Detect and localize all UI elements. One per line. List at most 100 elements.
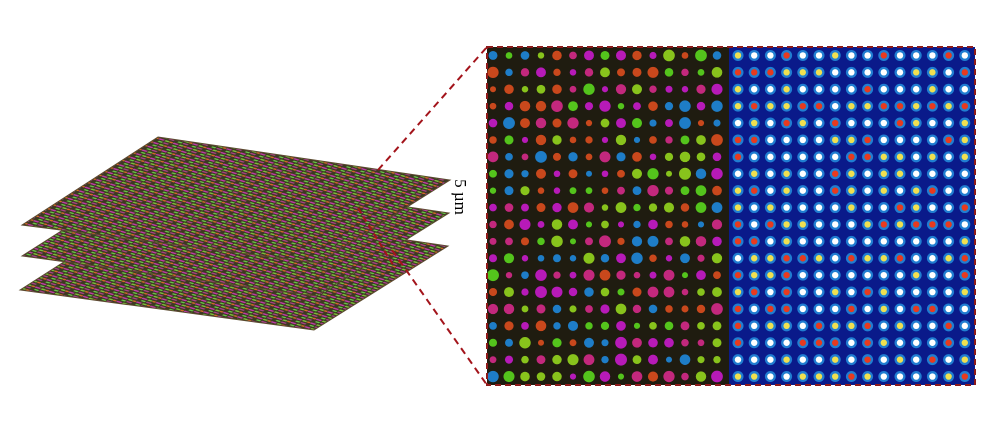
- spot: [767, 153, 774, 161]
- spot: [616, 152, 626, 162]
- spot: [880, 305, 887, 313]
- spot: [503, 253, 515, 264]
- spot: [615, 202, 627, 213]
- spot: [945, 373, 952, 380]
- spot: [568, 219, 578, 230]
- spot: [649, 136, 657, 144]
- spot: [519, 100, 531, 112]
- spot: [799, 288, 806, 296]
- spot: [799, 136, 806, 144]
- spot: [864, 170, 871, 177]
- spot: [488, 254, 498, 263]
- spot: [552, 84, 562, 95]
- spot: [815, 221, 823, 228]
- spot: [896, 305, 904, 313]
- spot: [799, 153, 806, 161]
- spot: [679, 117, 691, 129]
- spot: [751, 86, 758, 93]
- spot: [929, 69, 936, 76]
- spot: [832, 322, 839, 330]
- spot: [783, 255, 790, 262]
- spot: [633, 220, 641, 229]
- spot: [520, 237, 530, 246]
- spot: [504, 321, 514, 331]
- spot: [711, 303, 723, 315]
- spot: [751, 136, 758, 144]
- spot: [536, 372, 546, 381]
- spot: [929, 153, 936, 161]
- spot: [504, 287, 514, 298]
- spot: [711, 168, 723, 180]
- spot: [681, 68, 689, 77]
- spot: [864, 204, 871, 211]
- spot: [880, 356, 887, 363]
- spot: [711, 253, 723, 264]
- spot: [880, 153, 887, 161]
- spot: [864, 187, 871, 194]
- spot: [880, 238, 887, 245]
- spot: [583, 252, 595, 264]
- spot: [799, 119, 806, 127]
- spot: [783, 356, 790, 363]
- spot: [553, 254, 561, 263]
- spot: [815, 356, 823, 363]
- spot: [961, 322, 968, 330]
- spot: [832, 119, 839, 127]
- spot: [832, 204, 839, 211]
- spot: [487, 303, 499, 315]
- spot: [569, 305, 577, 313]
- spot: [880, 204, 887, 211]
- zoom-line: [391, 249, 488, 386]
- spot: [734, 170, 742, 177]
- spot: [767, 187, 774, 194]
- spot: [615, 303, 627, 315]
- spot: [961, 136, 968, 144]
- spot: [832, 153, 839, 161]
- spot: [864, 52, 871, 59]
- spot: [553, 68, 561, 77]
- spot: [767, 204, 774, 211]
- spot: [751, 238, 758, 245]
- spot: [945, 136, 952, 144]
- spot: [913, 288, 920, 296]
- spot: [913, 221, 920, 228]
- spot: [896, 86, 904, 93]
- spot: [665, 136, 673, 144]
- spot: [815, 86, 823, 93]
- spot: [832, 170, 839, 177]
- spot: [896, 271, 904, 279]
- spot: [832, 86, 839, 93]
- spot: [632, 355, 642, 365]
- spot: [799, 238, 806, 245]
- spot: [880, 119, 887, 127]
- spot: [535, 150, 547, 163]
- spot: [896, 52, 904, 59]
- spot: [567, 117, 579, 129]
- spot: [601, 355, 609, 364]
- spot: [488, 118, 498, 128]
- spot: [681, 288, 689, 296]
- spot: [945, 102, 952, 110]
- spot: [681, 86, 689, 93]
- spot: [880, 221, 887, 228]
- spot: [734, 221, 742, 228]
- spot: [712, 185, 722, 196]
- spot: [945, 305, 952, 313]
- spot: [945, 187, 952, 194]
- spot: [734, 322, 742, 330]
- spot: [815, 102, 823, 110]
- spot: [521, 153, 529, 161]
- spot: [617, 373, 625, 380]
- spot: [537, 52, 545, 59]
- spot: [734, 271, 742, 279]
- spot: [929, 170, 936, 177]
- spot: [505, 153, 513, 161]
- spot: [647, 371, 659, 382]
- spot: [585, 170, 593, 177]
- spot: [799, 322, 806, 330]
- spot: [815, 136, 823, 144]
- spot: [767, 119, 774, 127]
- spot: [489, 237, 497, 245]
- spot: [961, 204, 968, 211]
- spot: [832, 238, 839, 245]
